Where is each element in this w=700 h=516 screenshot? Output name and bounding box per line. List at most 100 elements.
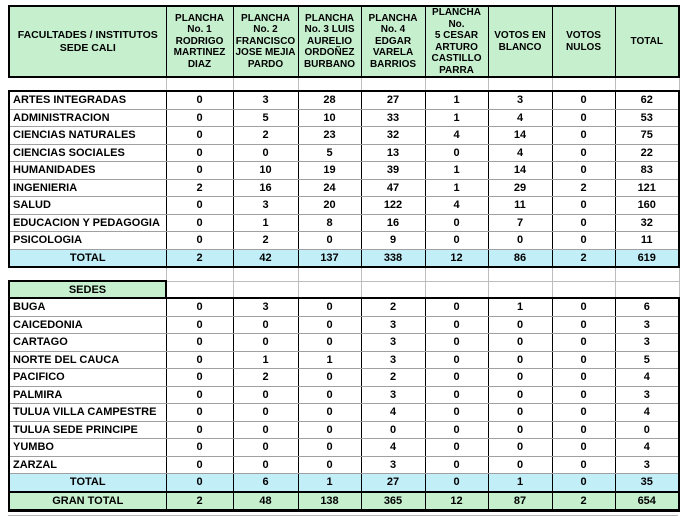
value-cell: 1 <box>232 350 299 369</box>
value-cell: 0 <box>424 455 489 474</box>
value-cell: 4 <box>487 143 553 162</box>
value-cell: 0 <box>232 438 299 457</box>
value-cell: 3 <box>614 455 680 474</box>
value-cell: 24 <box>297 178 362 197</box>
total-label: TOTAL <box>8 248 167 268</box>
value-cell: 0 <box>424 297 489 317</box>
results-table: FACULTADES / INSTITUTOS SEDE CALI PLANCHA… <box>8 5 680 512</box>
value-cell: 0 <box>551 438 616 457</box>
value-cell: 0 <box>551 143 616 162</box>
value-cell: 0 <box>424 315 489 334</box>
spacer-cell <box>165 77 234 91</box>
value-cell: 0 <box>165 420 234 439</box>
value-cell: 0 <box>487 438 553 457</box>
value-cell: 16 <box>232 178 299 197</box>
value-cell: 0 <box>551 231 616 250</box>
gran-total-value-cell: 654 <box>614 490 680 512</box>
column-header: PLANCHA No. 3 LUIS AURELIO ORDOÑEZ BURBA… <box>297 5 362 78</box>
corner-header: FACULTADES / INSTITUTOS SEDE CALI <box>8 5 167 78</box>
spacer-cell <box>232 280 299 298</box>
row-label: CARTAGO <box>8 333 167 352</box>
value-cell: 62 <box>614 90 680 110</box>
value-cell: 0 <box>232 455 299 474</box>
value-cell: 0 <box>424 350 489 369</box>
value-cell: 20 <box>297 196 362 215</box>
value-cell: 0 <box>165 455 234 474</box>
spacer-cell <box>165 267 234 281</box>
value-cell: 4 <box>360 438 426 457</box>
value-cell: 2 <box>360 297 426 317</box>
total-value-cell: 1 <box>487 473 553 493</box>
value-cell: 0 <box>424 420 489 439</box>
value-cell: 10 <box>297 108 362 127</box>
value-cell: 0 <box>424 385 489 404</box>
value-cell: 0 <box>551 368 616 387</box>
value-cell: 0 <box>424 438 489 457</box>
value-cell: 0 <box>297 315 362 334</box>
value-cell: 4 <box>360 403 426 422</box>
value-cell: 8 <box>297 213 362 232</box>
total-value-cell: 619 <box>614 248 680 268</box>
value-cell: 0 <box>551 126 616 145</box>
value-cell: 0 <box>487 403 553 422</box>
value-cell: 122 <box>360 196 426 215</box>
value-cell: 83 <box>614 161 680 180</box>
spacer-cell <box>297 267 362 281</box>
value-cell: 3 <box>360 333 426 352</box>
gran-total-value-cell: 2 <box>165 490 234 512</box>
row-label: BUGA <box>8 297 167 317</box>
value-cell: 4 <box>614 438 680 457</box>
value-cell: 0 <box>232 385 299 404</box>
spacer-cell <box>614 280 680 298</box>
spacer-cell <box>9 267 166 281</box>
value-cell: 1 <box>424 161 489 180</box>
row-label: ARTES INTEGRADAS <box>8 90 167 110</box>
value-cell: 53 <box>614 108 680 127</box>
value-cell: 5 <box>297 143 362 162</box>
value-cell: 3 <box>232 297 299 317</box>
value-cell: 0 <box>551 297 616 317</box>
gran-total-value-cell: 2 <box>551 490 616 512</box>
value-cell: 3 <box>360 455 426 474</box>
spacer-cell <box>424 77 489 91</box>
section-header-sedes: SEDES <box>8 280 167 299</box>
value-cell: 0 <box>551 455 616 474</box>
value-cell: 16 <box>360 213 426 232</box>
value-cell: 0 <box>297 385 362 404</box>
value-cell: 0 <box>165 161 234 180</box>
value-cell: 160 <box>614 196 680 215</box>
value-cell: 0 <box>360 420 426 439</box>
total-value-cell: 6 <box>232 473 299 493</box>
value-cell: 0 <box>551 385 616 404</box>
value-cell: 0 <box>165 108 234 127</box>
row-label: PSICOLOGIA <box>8 231 167 250</box>
value-cell: 0 <box>165 196 234 215</box>
value-cell: 22 <box>614 143 680 162</box>
value-cell: 0 <box>487 231 553 250</box>
value-cell: 0 <box>232 420 299 439</box>
value-cell: 4 <box>614 403 680 422</box>
row-label: CIENCIAS SOCIALES <box>8 143 167 162</box>
value-cell: 39 <box>360 161 426 180</box>
row-label: TULUA VILLA CAMPESTRE <box>8 403 167 422</box>
value-cell: 0 <box>165 438 234 457</box>
spacer-cell <box>297 280 362 298</box>
value-cell: 0 <box>551 420 616 439</box>
value-cell: 0 <box>165 213 234 232</box>
value-cell: 0 <box>424 231 489 250</box>
total-value-cell: 0 <box>424 473 489 493</box>
gran-total-value-cell: 12 <box>424 490 489 512</box>
gran-total-value-cell: 138 <box>297 490 362 512</box>
column-header: PLANCHA No. 4 EDGAR VARELA BARRIOS <box>360 5 426 78</box>
value-cell: 0 <box>487 420 553 439</box>
spacer-cell <box>424 267 489 281</box>
value-cell: 121 <box>614 178 680 197</box>
total-value-cell: 2 <box>551 248 616 268</box>
row-label: NORTE DEL CAUCA <box>8 350 167 369</box>
value-cell: 23 <box>297 126 362 145</box>
value-cell: 0 <box>551 196 616 215</box>
value-cell: 0 <box>297 368 362 387</box>
value-cell: 5 <box>232 108 299 127</box>
value-cell: 27 <box>360 90 426 110</box>
value-cell: 0 <box>165 403 234 422</box>
